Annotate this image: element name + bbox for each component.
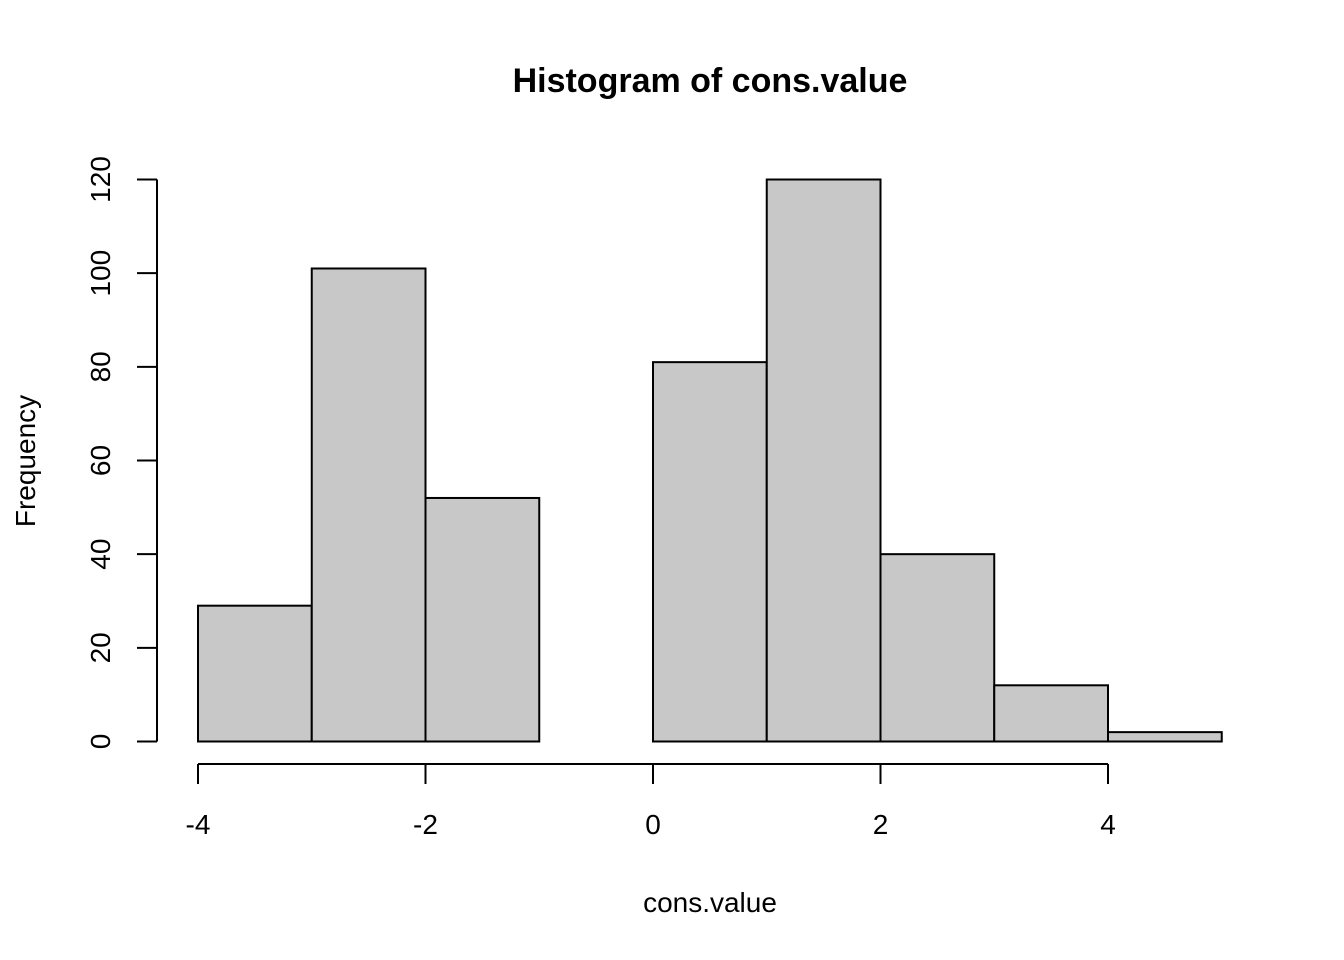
histogram-bar-8 (1107, 731, 1223, 743)
histogram-bar-0 (197, 604, 313, 743)
x-tick-label-0: -4 (186, 809, 211, 840)
y-tick-label-3: 60 (85, 445, 116, 476)
y-tick-label-6: 120 (85, 156, 116, 203)
histogram-bar-7 (993, 684, 1109, 743)
y-axis-label: Frequency (10, 395, 41, 527)
y-tick-label-2: 40 (85, 539, 116, 570)
histogram-bar-1 (310, 267, 427, 743)
chart-title: Histogram of cons.value (513, 62, 908, 100)
x-axis: -4 -2 0 2 4 (186, 763, 1116, 840)
histogram-bar-5 (765, 178, 882, 743)
y-axis: 0 20 40 60 80 100 120 (85, 156, 158, 750)
bars-group (197, 178, 1223, 743)
y-tick-label-1: 20 (85, 632, 116, 663)
x-axis-label: cons.value (643, 887, 777, 918)
x-tick-label-1: -2 (413, 809, 438, 840)
x-tick-label-4: 4 (1100, 809, 1116, 840)
y-tick-label-4: 80 (85, 351, 116, 382)
histogram-bar-4 (652, 361, 768, 743)
x-tick-label-3: 2 (873, 809, 889, 840)
histogram-bar-2 (424, 496, 541, 743)
y-tick-label-0: 0 (85, 734, 116, 750)
histogram-bar-6 (879, 553, 996, 743)
y-tick-label-5: 100 (85, 250, 116, 297)
x-tick-label-2: 0 (645, 809, 661, 840)
